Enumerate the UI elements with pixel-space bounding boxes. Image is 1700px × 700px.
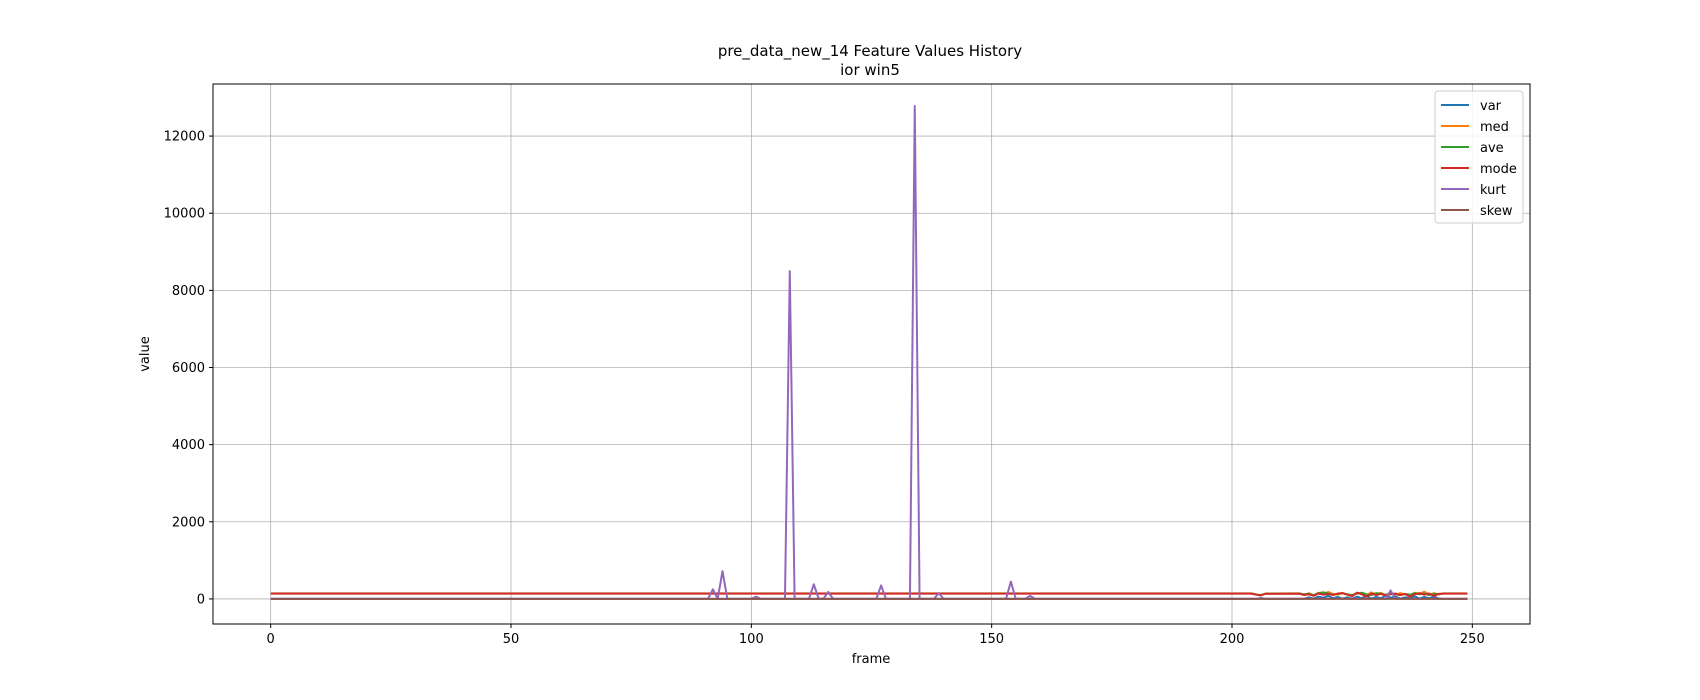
legend-label-var: var xyxy=(1480,99,1502,114)
legend: var med ave mode kurt skew xyxy=(1434,90,1524,224)
chart-subtitle: ior win5 xyxy=(840,61,900,79)
y-axis-label: value xyxy=(138,336,153,372)
x-tick-label: 250 xyxy=(1460,632,1485,647)
y-tick-label: 8000 xyxy=(172,284,205,299)
y-tick-label: 4000 xyxy=(172,438,205,453)
y-tick-label: 0 xyxy=(197,592,205,607)
legend-label-skew: skew xyxy=(1480,204,1513,219)
y-tick-label: 10000 xyxy=(164,207,205,222)
y-tick-label: 2000 xyxy=(172,515,205,530)
x-tick-label: 0 xyxy=(267,632,275,647)
x-tick-label: 200 xyxy=(1220,632,1245,647)
series-line-mode xyxy=(270,591,1468,598)
axis-ticks: 0 50 100 150 200 250 0 2000 4000 6000 8000 10000 120… xyxy=(164,130,1485,647)
x-axis-label: frame xyxy=(852,652,891,667)
y-tick-label: 12000 xyxy=(164,130,205,145)
x-tick-label: 50 xyxy=(503,632,520,647)
x-tick-label: 100 xyxy=(739,632,764,647)
legend-label-mode: mode xyxy=(1480,162,1517,177)
legend-label-med: med xyxy=(1480,120,1509,135)
series-lines xyxy=(270,104,1468,600)
x-tick-label: 150 xyxy=(979,632,1004,647)
plot-area xyxy=(213,84,1530,624)
chart-title: pre_data_new_14 Feature Values History xyxy=(718,42,1022,61)
legend-label-kurt: kurt xyxy=(1480,183,1506,198)
plot-frame xyxy=(212,83,1531,625)
y-tick-label: 6000 xyxy=(172,361,205,376)
legend-label-ave: ave xyxy=(1480,141,1504,156)
